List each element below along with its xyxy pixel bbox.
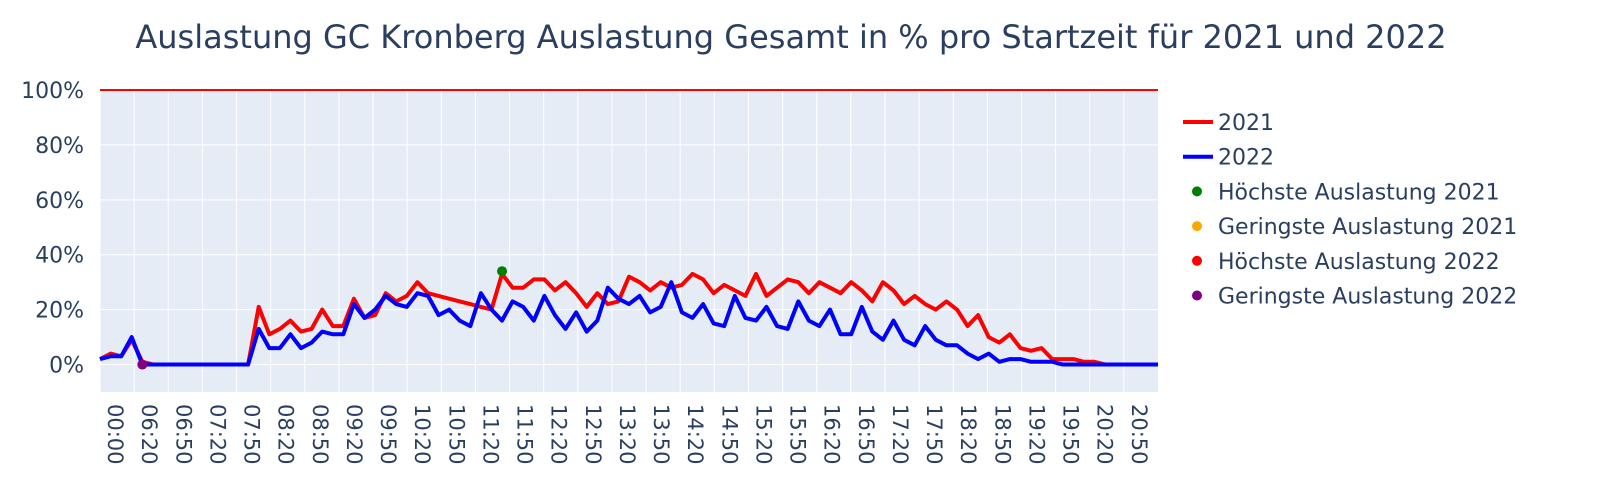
y-tick-label: 0% [49, 354, 84, 379]
x-tick-label: 16:20 [820, 404, 844, 465]
legend-item-label: 2021 [1218, 111, 1274, 136]
x-tick-label: 14:20 [683, 404, 707, 465]
x-axis-ticks: 00:00 06:20 06:50 07:20 07:50 08:20 08:50 09:20… [103, 404, 1151, 465]
legend-swatch-dot [1192, 186, 1202, 197]
x-tick-label: 11:20 [478, 404, 502, 465]
x-tick-label: 20:50 [1127, 404, 1151, 465]
x-tick-label: 15:20 [751, 404, 775, 465]
y-tick-label: 100% [21, 79, 84, 104]
x-tick-label: 12:50 [581, 404, 605, 465]
legend-item-label: Höchste Auslastung 2022 [1218, 250, 1500, 275]
x-tick-label: 06:50 [171, 404, 195, 465]
y-tick-label: 40% [35, 244, 84, 269]
plot-background [100, 90, 1158, 392]
x-tick-label: 19:20 [1024, 404, 1048, 465]
marker-geringste-auslastung-2022 [137, 359, 148, 370]
x-tick-label: 13:50 [649, 404, 673, 465]
x-tick-label: 09:50 [376, 404, 400, 465]
series-line-2021 [99, 271, 1158, 367]
x-tick-label: 14:50 [717, 404, 741, 465]
x-tick-label: 18:20 [956, 404, 980, 465]
legend-item-label: Höchste Auslastung 2021 [1218, 180, 1500, 205]
y-tick-label: 60% [35, 189, 84, 214]
x-tick-label: 19:50 [1059, 404, 1083, 465]
x-tick-label: 15:50 [786, 404, 810, 465]
y-axis-ticks: 0% 20% 40% 60% 80% 100% [21, 79, 84, 379]
x-tick-label: 06:20 [137, 404, 161, 465]
x-tick-label: 10:20 [410, 404, 434, 465]
x-tick-label: 11:50 [513, 404, 537, 465]
x-tick-label: 10:50 [444, 404, 468, 465]
legend-swatch-dot [1192, 255, 1202, 266]
x-tick-label: 07:20 [205, 404, 229, 465]
legend-item-label: Geringste Auslastung 2021 [1218, 215, 1517, 240]
y-tick-label: 20% [35, 299, 84, 324]
x-tick-label: 18:50 [990, 404, 1014, 465]
legend-item-label: 2022 [1218, 146, 1274, 171]
y-tick-label: 80% [35, 134, 84, 159]
x-tick-label: 16:50 [854, 404, 878, 465]
series-line-2022 [99, 280, 1158, 367]
x-tick-label: 20:20 [1093, 404, 1117, 465]
extreme-markers [137, 266, 508, 370]
legend-swatch-dot [1192, 290, 1202, 301]
x-tick-label: 17:50 [922, 404, 946, 465]
legend[interactable]: 2021 2022 Höchste Auslastung 2021 Geringste… [1183, 111, 1517, 310]
chart-title: Auslastung GC Kronberg Auslastung Gesamt… [135, 18, 1446, 56]
x-tick-label: 08:50 [308, 404, 332, 465]
x-tick-label: 09:20 [342, 404, 366, 465]
legend-swatch-dot [1192, 221, 1202, 232]
series-lines [99, 89, 1158, 367]
x-tick-label: 07:50 [240, 404, 264, 465]
x-tick-label: 17:20 [888, 404, 912, 465]
x-tick-label: 12:20 [547, 404, 571, 465]
marker-h-chste-auslastung-2021 [497, 266, 508, 277]
x-tick-label: 13:20 [615, 404, 639, 465]
x-tick-label: 00:00 [103, 404, 127, 465]
x-tick-label: 08:20 [274, 404, 298, 465]
legend-item-label: Geringste Auslastung 2022 [1218, 285, 1517, 310]
